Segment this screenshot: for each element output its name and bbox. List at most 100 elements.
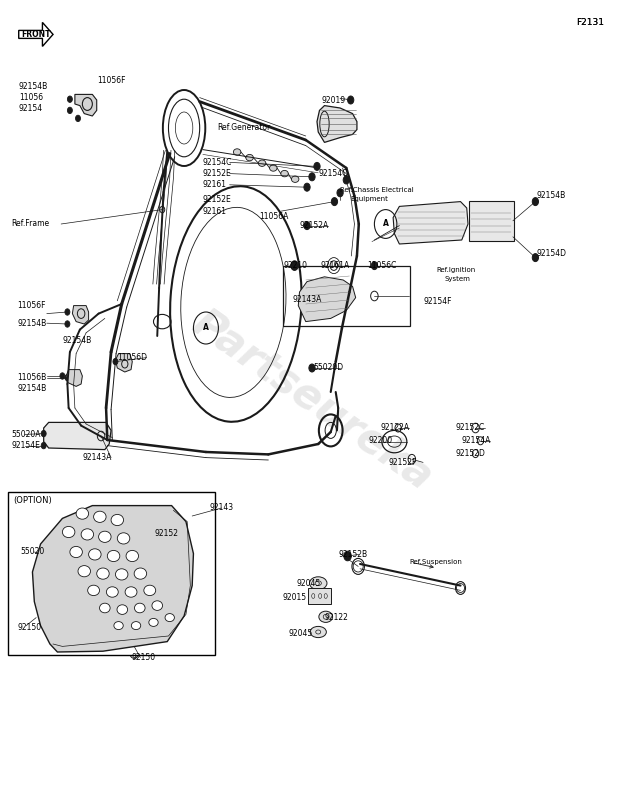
Ellipse shape: [134, 568, 147, 579]
Text: 92152D: 92152D: [456, 449, 485, 458]
Text: System: System: [444, 276, 470, 282]
Ellipse shape: [70, 546, 82, 558]
Circle shape: [348, 96, 354, 104]
Text: 92143A: 92143A: [292, 294, 321, 304]
Text: FRONT: FRONT: [21, 30, 51, 39]
Ellipse shape: [165, 614, 175, 622]
Ellipse shape: [62, 526, 75, 538]
Circle shape: [65, 374, 70, 381]
Text: A: A: [203, 323, 209, 333]
Text: 11056: 11056: [19, 93, 43, 102]
Text: 92019: 92019: [321, 96, 346, 106]
Text: 92154: 92154: [19, 104, 43, 114]
Text: 92152C: 92152C: [456, 423, 485, 433]
Text: 92143: 92143: [209, 503, 233, 513]
Circle shape: [344, 551, 351, 561]
Text: F2131: F2131: [576, 18, 604, 26]
Circle shape: [532, 198, 539, 206]
Text: 55020A: 55020A: [11, 430, 41, 439]
Text: 92154F: 92154F: [423, 297, 452, 306]
Text: 92152E: 92152E: [203, 195, 232, 205]
Ellipse shape: [152, 601, 162, 610]
Text: F2131: F2131: [576, 18, 604, 26]
Text: 92154B: 92154B: [17, 318, 47, 328]
Text: 92045: 92045: [288, 629, 313, 638]
Text: 92152E: 92152E: [203, 169, 232, 178]
Circle shape: [343, 176, 349, 184]
Polygon shape: [298, 277, 356, 322]
Text: A: A: [383, 219, 389, 229]
Circle shape: [60, 373, 65, 379]
Text: 92154B: 92154B: [62, 335, 92, 345]
Text: 92122A: 92122A: [381, 423, 410, 433]
Polygon shape: [317, 106, 357, 142]
Circle shape: [41, 442, 46, 449]
Text: 11056A: 11056A: [259, 212, 288, 222]
Text: Equipment: Equipment: [351, 196, 389, 202]
Ellipse shape: [258, 160, 266, 166]
Text: 92210: 92210: [283, 261, 307, 270]
Ellipse shape: [117, 533, 130, 544]
Text: 55020: 55020: [20, 547, 44, 557]
Text: 92154B: 92154B: [537, 191, 566, 201]
Ellipse shape: [89, 549, 101, 560]
Circle shape: [67, 107, 72, 114]
Circle shape: [65, 321, 70, 327]
Ellipse shape: [99, 531, 111, 542]
Ellipse shape: [107, 550, 120, 562]
Ellipse shape: [94, 511, 106, 522]
Ellipse shape: [310, 626, 326, 638]
Text: 92154C: 92154C: [318, 169, 348, 178]
Circle shape: [304, 183, 310, 191]
Circle shape: [532, 254, 539, 262]
Ellipse shape: [106, 587, 118, 597]
Circle shape: [76, 115, 80, 122]
Text: Ref.Suspension: Ref.Suspension: [409, 559, 462, 566]
Circle shape: [309, 173, 315, 181]
Ellipse shape: [310, 577, 327, 590]
Ellipse shape: [281, 170, 288, 177]
Ellipse shape: [87, 586, 99, 595]
Text: 92015: 92015: [282, 593, 306, 602]
Text: 11056D: 11056D: [117, 353, 147, 362]
Ellipse shape: [246, 154, 253, 161]
Text: 11056B: 11056B: [17, 373, 47, 382]
Text: 92200: 92200: [368, 436, 392, 446]
Text: 92152B: 92152B: [339, 550, 368, 559]
Ellipse shape: [233, 149, 241, 155]
Ellipse shape: [125, 587, 137, 597]
Circle shape: [337, 189, 343, 197]
FancyBboxPatch shape: [308, 588, 331, 604]
Circle shape: [113, 358, 118, 365]
Text: 92150: 92150: [17, 623, 42, 633]
Ellipse shape: [131, 622, 141, 630]
Circle shape: [304, 222, 310, 230]
Text: 92161: 92161: [203, 206, 227, 216]
Text: Ref.Frame: Ref.Frame: [11, 219, 49, 229]
Polygon shape: [115, 354, 132, 372]
Text: 92143A: 92143A: [83, 453, 112, 462]
Text: 92045: 92045: [296, 578, 321, 588]
Text: Partseureka: Partseureka: [184, 302, 440, 498]
Text: 92154D: 92154D: [537, 249, 567, 258]
Text: 92152A: 92152A: [300, 221, 329, 230]
Ellipse shape: [81, 529, 94, 540]
Ellipse shape: [270, 165, 277, 171]
Text: 92154E: 92154E: [11, 441, 40, 450]
Polygon shape: [393, 202, 468, 244]
Circle shape: [41, 430, 46, 437]
Ellipse shape: [126, 550, 139, 562]
Text: 92122: 92122: [324, 613, 348, 622]
Text: 92150: 92150: [131, 653, 155, 662]
Circle shape: [314, 162, 320, 170]
Polygon shape: [44, 422, 111, 450]
FancyBboxPatch shape: [8, 492, 215, 655]
Text: 92152: 92152: [155, 529, 178, 538]
Ellipse shape: [115, 569, 128, 580]
Circle shape: [67, 96, 72, 102]
Polygon shape: [66, 370, 82, 386]
Text: 92154B: 92154B: [19, 82, 48, 91]
Text: Ref.Generator: Ref.Generator: [217, 122, 270, 132]
Polygon shape: [75, 94, 97, 116]
Circle shape: [331, 198, 338, 206]
